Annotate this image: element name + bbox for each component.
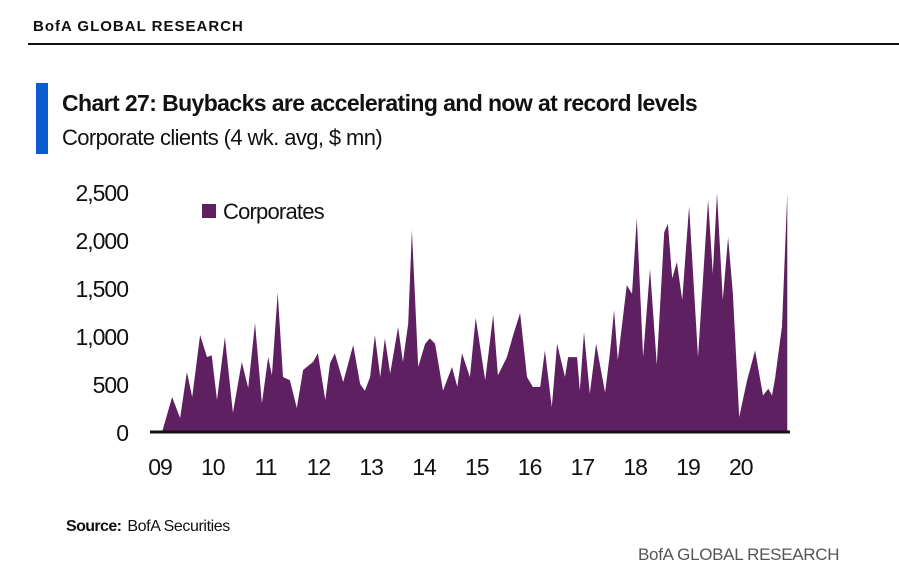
title-accent-bar xyxy=(36,83,48,154)
x-tick-label: 12 xyxy=(307,454,331,480)
x-tick-label: 19 xyxy=(676,454,700,480)
chart-subtitle: Corporate clients (4 wk. avg, $ mn) xyxy=(62,125,383,150)
x-tick-label: 17 xyxy=(571,454,595,480)
header-divider xyxy=(28,43,899,45)
y-tick-label: 2,500 xyxy=(75,180,128,206)
y-axis-ticks: 0 500 1,000 1,500 2,000 2,500 xyxy=(75,180,129,446)
source-text: BofA Securities xyxy=(127,518,230,535)
y-tick-label: 2,000 xyxy=(75,228,128,254)
x-tick-label: 11 xyxy=(255,454,277,480)
x-tick-label: 18 xyxy=(623,454,647,480)
legend-label-corporates: Corporates xyxy=(223,199,325,224)
y-tick-label: 1,000 xyxy=(75,324,128,350)
x-tick-label: 09 xyxy=(148,454,172,480)
x-tick-label: 13 xyxy=(359,454,383,480)
source-note: Source: BofA Securities xyxy=(66,518,230,536)
y-tick-label: 1,500 xyxy=(75,276,128,302)
x-tick-label: 20 xyxy=(729,454,753,480)
x-tick-label: 14 xyxy=(412,454,437,480)
header-brand: BofA GLOBAL RESEARCH xyxy=(33,18,244,35)
x-tick-label: 16 xyxy=(518,454,542,480)
footer-brand: BofA GLOBAL RESEARCH xyxy=(638,545,840,564)
series-area-corporates xyxy=(162,193,788,432)
legend-swatch-corporates xyxy=(202,204,216,218)
x-tick-label: 10 xyxy=(201,454,225,480)
x-tick-label: 15 xyxy=(465,454,489,480)
y-tick-label: 500 xyxy=(93,372,129,398)
chart-title: Chart 27: Buybacks are accelerating and … xyxy=(62,90,698,116)
x-axis-ticks: 09 10 11 12 13 14 15 16 17 18 19 20 xyxy=(148,454,754,480)
y-tick-label: 0 xyxy=(116,420,128,446)
source-label: Source: xyxy=(66,518,122,535)
